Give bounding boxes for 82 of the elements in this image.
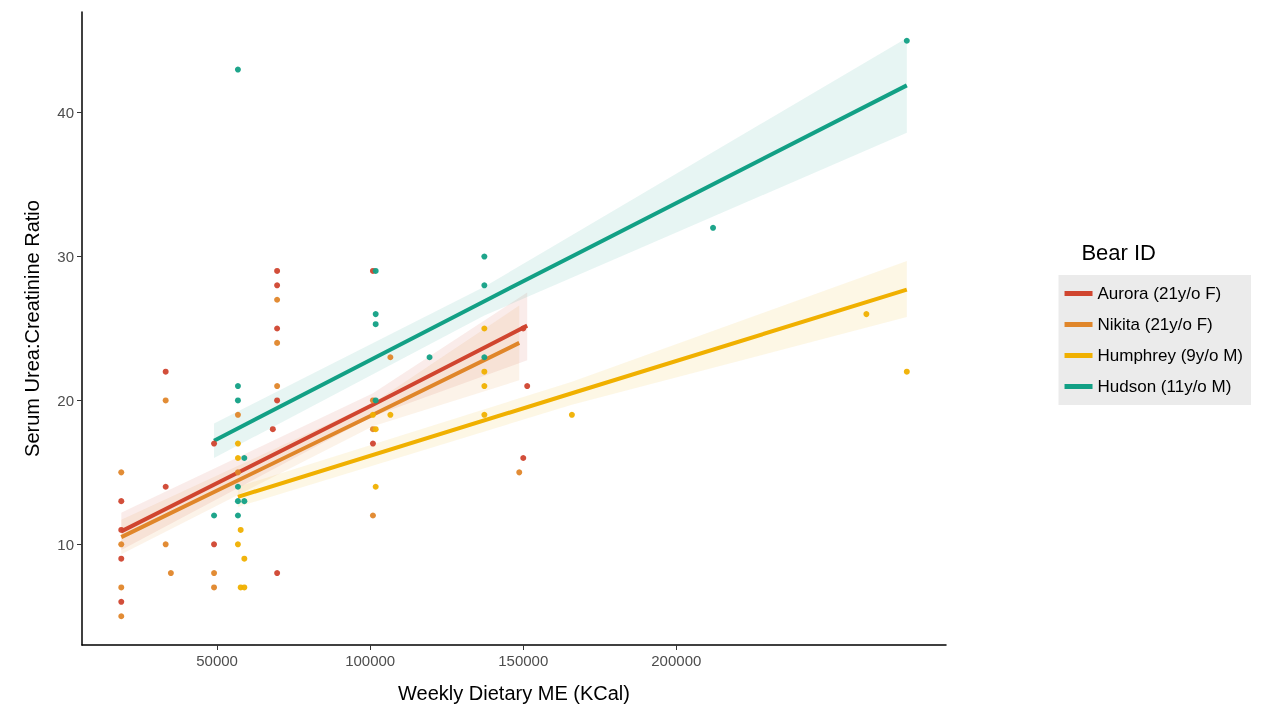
point	[234, 512, 241, 519]
point	[516, 469, 523, 476]
x-tick-label: 100000	[345, 652, 396, 669]
legend-label: Hudson (11y/o M)	[1097, 377, 1232, 396]
y-axis-title: Serum Urea:Creatinine Ratio	[21, 200, 43, 457]
point	[234, 498, 241, 505]
x-tick-label: 200000	[651, 652, 702, 669]
point	[234, 541, 241, 548]
point	[520, 325, 527, 332]
point	[274, 296, 281, 303]
point	[520, 454, 527, 461]
x-tick-label: 50000	[196, 652, 238, 669]
point	[118, 613, 125, 620]
y-tick-label: 10	[57, 535, 74, 553]
point	[162, 541, 169, 548]
point	[903, 368, 910, 375]
point	[274, 325, 281, 332]
point	[118, 469, 125, 476]
point	[274, 383, 281, 390]
point	[274, 397, 281, 404]
point	[237, 526, 244, 533]
point	[369, 440, 376, 447]
point	[118, 598, 125, 605]
point	[710, 224, 717, 231]
x-axis-title: Weekly Dietary ME (KCal)	[398, 682, 630, 704]
point	[481, 253, 488, 260]
point	[481, 411, 488, 418]
legend-title: Bear ID	[1081, 239, 1157, 265]
point	[369, 411, 376, 418]
point	[481, 282, 488, 289]
point	[118, 555, 125, 562]
point	[481, 368, 488, 375]
point	[234, 469, 241, 476]
point	[387, 354, 394, 361]
point	[372, 311, 379, 318]
point	[372, 483, 379, 490]
point	[524, 383, 531, 390]
point	[211, 541, 218, 548]
point	[211, 584, 218, 591]
point	[426, 354, 433, 361]
point	[211, 512, 218, 519]
point	[481, 383, 488, 390]
legend-label: Nikita (21y/o F)	[1097, 315, 1213, 334]
point	[274, 282, 281, 289]
point	[167, 570, 174, 577]
point	[241, 584, 248, 591]
point	[234, 383, 241, 390]
x-tick-label: 150000	[498, 652, 549, 669]
y-tick-label: 20	[57, 391, 74, 409]
point	[372, 321, 379, 328]
point	[211, 570, 218, 577]
point	[118, 584, 125, 591]
point	[241, 555, 248, 562]
point	[234, 397, 241, 404]
point	[211, 440, 218, 447]
point	[274, 339, 281, 346]
point	[234, 411, 241, 418]
point	[234, 66, 241, 73]
point	[481, 354, 488, 361]
point	[162, 397, 169, 404]
point	[568, 411, 575, 418]
legend-label: Humphrey (9y/o M)	[1097, 346, 1243, 365]
point	[274, 570, 281, 577]
point	[162, 483, 169, 490]
point	[863, 311, 870, 318]
point	[241, 454, 248, 461]
point	[162, 368, 169, 375]
y-tick-label: 40	[57, 104, 74, 122]
point	[234, 440, 241, 447]
point	[234, 483, 241, 490]
point	[118, 541, 125, 548]
point	[118, 498, 125, 505]
point	[903, 37, 910, 44]
point	[387, 411, 394, 418]
point	[241, 498, 248, 505]
point	[234, 454, 241, 461]
point	[118, 526, 125, 533]
point	[369, 512, 376, 519]
point	[269, 426, 276, 433]
point	[274, 267, 281, 274]
y-tick-label: 30	[57, 248, 74, 266]
legend-label: Aurora (21y/o F)	[1097, 284, 1222, 303]
